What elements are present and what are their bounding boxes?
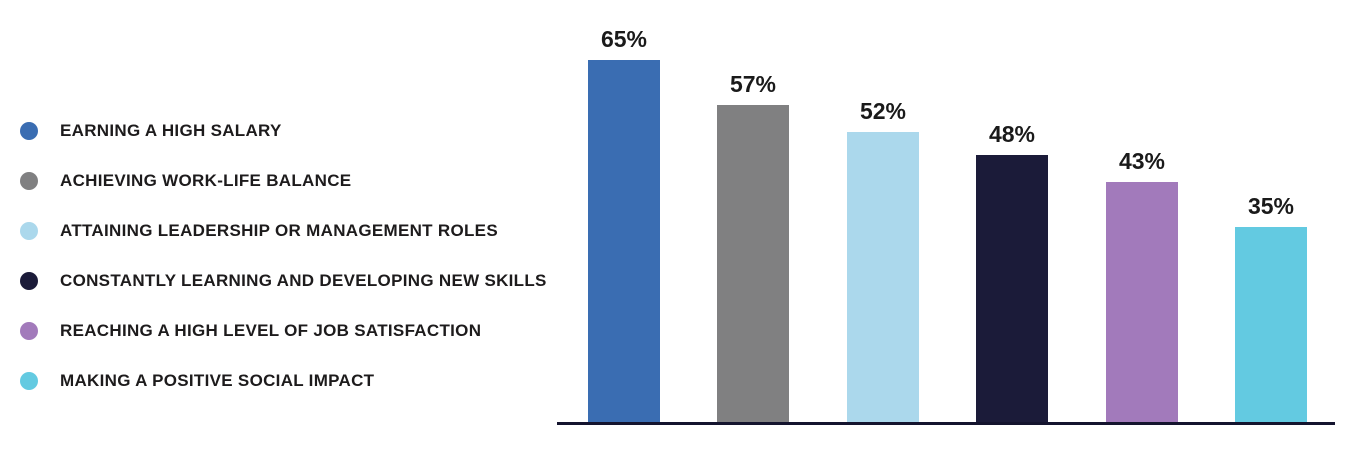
legend-color-dot-icon: [20, 372, 38, 390]
legend-item: REACHING A HIGH LEVEL OF JOB SATISFACTIO…: [20, 320, 547, 342]
x-axis-line: [557, 422, 1335, 425]
bar-value-label: 52%: [859, 98, 907, 124]
legend-item-label: MAKING A POSITIVE SOCIAL IMPACT: [60, 371, 375, 390]
bar-value-label: 35%: [1247, 193, 1295, 219]
bar: [717, 105, 789, 422]
legend-item-label: EARNING A HIGH SALARY: [60, 121, 282, 140]
bar: [847, 132, 919, 422]
bar-value-label: 57%: [729, 71, 777, 97]
legend-item: MAKING A POSITIVE SOCIAL IMPACT: [20, 370, 547, 392]
legend-item-label: CONSTANTLY LEARNING AND DEVELOPING NEW S…: [60, 271, 547, 290]
legend-color-dot-icon: [20, 322, 38, 340]
bar-value-label: 65%: [600, 26, 648, 52]
legend-item: ACHIEVING WORK-LIFE BALANCE: [20, 170, 547, 192]
bar: [1106, 182, 1178, 422]
legend-item: CONSTANTLY LEARNING AND DEVELOPING NEW S…: [20, 270, 547, 292]
legend-item: EARNING A HIGH SALARY: [20, 120, 547, 142]
legend-item: ATTAINING LEADERSHIP OR MANAGEMENT ROLES: [20, 220, 547, 242]
bar: [976, 155, 1048, 422]
legend-item-label: REACHING A HIGH LEVEL OF JOB SATISFACTIO…: [60, 321, 482, 340]
legend-color-dot-icon: [20, 222, 38, 240]
bar: [1235, 227, 1307, 422]
legend-color-dot-icon: [20, 122, 38, 140]
bar-value-label: 43%: [1118, 148, 1166, 174]
legend-color-dot-icon: [20, 272, 38, 290]
bar: [588, 60, 660, 422]
legend-color-dot-icon: [20, 172, 38, 190]
legend-item-label: ATTAINING LEADERSHIP OR MANAGEMENT ROLES: [60, 221, 498, 240]
chart-legend: EARNING A HIGH SALARY ACHIEVING WORK-LIFE…: [20, 120, 547, 392]
legend-item-label: ACHIEVING WORK-LIFE BALANCE: [60, 171, 352, 190]
bar-value-label: 48%: [988, 121, 1036, 147]
